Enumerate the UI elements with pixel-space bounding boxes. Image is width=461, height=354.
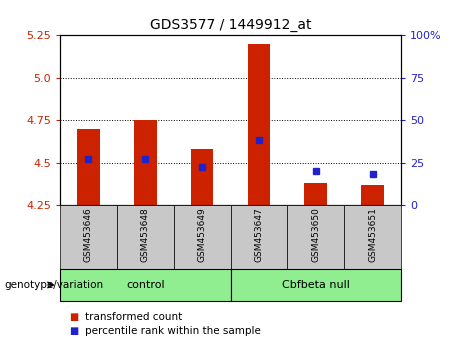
Text: control: control: [126, 280, 165, 290]
Text: GSM453646: GSM453646: [84, 207, 93, 262]
Title: GDS3577 / 1449912_at: GDS3577 / 1449912_at: [150, 18, 311, 32]
Bar: [248, 44, 270, 205]
Bar: [304, 183, 327, 205]
Text: ■: ■: [69, 326, 78, 336]
Text: GSM453647: GSM453647: [254, 207, 263, 262]
Text: GSM453649: GSM453649: [198, 207, 207, 262]
Text: GSM453651: GSM453651: [368, 207, 377, 262]
Text: transformed count: transformed count: [85, 312, 183, 322]
Text: percentile rank within the sample: percentile rank within the sample: [85, 326, 261, 336]
Bar: [134, 120, 157, 205]
Text: genotype/variation: genotype/variation: [5, 280, 104, 290]
Text: ■: ■: [69, 312, 78, 322]
Text: GSM453648: GSM453648: [141, 207, 150, 262]
Bar: [361, 185, 384, 205]
Text: Cbfbeta null: Cbfbeta null: [282, 280, 350, 290]
Bar: [191, 149, 213, 205]
Bar: [77, 129, 100, 205]
Text: GSM453650: GSM453650: [311, 207, 320, 262]
